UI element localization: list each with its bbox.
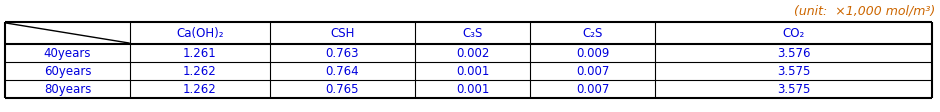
Text: 0.764: 0.764 — [325, 65, 359, 78]
Text: 0.763: 0.763 — [326, 46, 359, 59]
Text: 1.262: 1.262 — [183, 83, 217, 96]
Text: 0.765: 0.765 — [326, 83, 359, 96]
Text: 0.002: 0.002 — [456, 46, 489, 59]
Text: 3.576: 3.576 — [776, 46, 810, 59]
Text: (unit:  ×1,000 mol/m³): (unit: ×1,000 mol/m³) — [793, 4, 935, 17]
Text: CO₂: CO₂ — [782, 27, 805, 40]
Text: 40years: 40years — [44, 46, 91, 59]
Text: 1.262: 1.262 — [183, 65, 217, 78]
Text: 3.575: 3.575 — [776, 83, 810, 96]
Text: CSH: CSH — [330, 27, 354, 40]
Text: 3.575: 3.575 — [776, 65, 810, 78]
Text: 80years: 80years — [44, 83, 91, 96]
Text: 0.001: 0.001 — [456, 83, 489, 96]
Text: 0.009: 0.009 — [576, 46, 609, 59]
Text: 60years: 60years — [44, 65, 91, 78]
Text: 0.007: 0.007 — [576, 83, 609, 96]
Text: C₃S: C₃S — [462, 27, 482, 40]
Text: 0.007: 0.007 — [576, 65, 609, 78]
Text: 0.001: 0.001 — [456, 65, 489, 78]
Text: C₂S: C₂S — [582, 27, 603, 40]
Text: 1.261: 1.261 — [183, 46, 217, 59]
Text: Ca(OH)₂: Ca(OH)₂ — [177, 27, 224, 40]
